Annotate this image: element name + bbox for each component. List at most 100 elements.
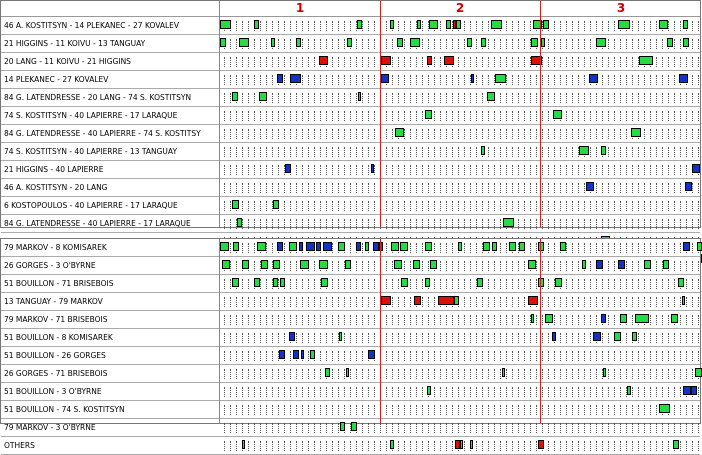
time-tick — [608, 165, 609, 175]
time-tick — [344, 333, 345, 343]
shift-block-green — [338, 242, 345, 251]
shift-block-green — [560, 242, 566, 251]
time-tick — [542, 297, 543, 307]
shift-block-blue — [290, 74, 301, 83]
time-tick — [356, 57, 357, 67]
time-tick — [650, 351, 651, 361]
time-tick — [374, 387, 375, 397]
time-tick — [578, 111, 579, 121]
time-tick — [500, 405, 501, 415]
time-tick — [368, 279, 369, 289]
time-tick — [686, 405, 687, 415]
time-tick — [440, 93, 441, 103]
shift-block-green — [697, 242, 702, 251]
time-tick — [638, 333, 639, 343]
time-tick — [392, 75, 393, 85]
shift-block-red — [453, 20, 456, 29]
time-tick — [242, 279, 243, 289]
time-tick — [506, 297, 507, 307]
time-tick — [392, 111, 393, 121]
shift-block-green — [254, 278, 260, 287]
time-tick — [566, 243, 567, 253]
time-tick — [572, 75, 573, 85]
time-tick — [404, 57, 405, 67]
time-tick — [368, 297, 369, 307]
shift-block-green — [413, 260, 420, 269]
time-tick — [386, 387, 387, 397]
time-tick — [338, 57, 339, 67]
time-tick — [344, 75, 345, 85]
time-tick — [692, 201, 693, 211]
time-tick — [284, 147, 285, 157]
time-tick — [518, 387, 519, 397]
time-tick — [662, 297, 663, 307]
time-tick — [272, 351, 273, 361]
time-tick — [608, 423, 609, 433]
line-row-label: 21 HIGGINS - 11 KOIVU - 13 TANGUAY — [4, 39, 146, 48]
time-tick — [494, 351, 495, 361]
time-tick — [596, 21, 597, 31]
shift-block-green — [502, 368, 505, 377]
time-tick — [374, 297, 375, 307]
time-tick — [392, 423, 393, 433]
time-tick — [680, 111, 681, 121]
time-tick — [590, 219, 591, 229]
time-tick — [332, 57, 333, 67]
time-tick — [350, 57, 351, 67]
time-tick — [404, 21, 405, 31]
time-tick — [266, 183, 267, 193]
time-tick — [656, 165, 657, 175]
time-tick — [686, 93, 687, 103]
time-tick — [518, 93, 519, 103]
time-tick — [266, 75, 267, 85]
time-tick — [392, 261, 393, 271]
time-tick — [452, 243, 453, 253]
time-tick — [464, 369, 465, 379]
time-tick — [620, 297, 621, 307]
time-tick — [260, 423, 261, 433]
time-tick — [440, 351, 441, 361]
time-tick — [494, 369, 495, 379]
time-tick — [452, 93, 453, 103]
time-tick — [698, 201, 699, 211]
time-tick — [266, 243, 267, 253]
time-tick — [350, 243, 351, 253]
time-tick — [344, 201, 345, 211]
time-tick — [542, 219, 543, 229]
shift-block-green — [259, 92, 267, 101]
time-tick — [428, 201, 429, 211]
time-tick — [332, 21, 333, 31]
time-tick — [614, 147, 615, 157]
time-tick — [524, 297, 525, 307]
time-tick — [362, 423, 363, 433]
time-tick — [470, 75, 471, 85]
time-tick — [470, 333, 471, 343]
line-row-label: 74 S. KOSTITSYN - 40 LAPIERRE - 17 LARAQ… — [4, 111, 178, 120]
time-tick — [290, 129, 291, 139]
time-tick — [638, 93, 639, 103]
time-tick — [308, 219, 309, 229]
time-tick — [470, 129, 471, 139]
time-tick — [260, 111, 261, 121]
time-tick — [230, 183, 231, 193]
line-row-label: 14 PLEKANEC - 27 KOVALEV — [4, 75, 109, 84]
time-tick — [404, 351, 405, 361]
time-tick — [356, 369, 357, 379]
shift-block-green — [446, 20, 451, 29]
time-tick — [404, 129, 405, 139]
time-tick — [698, 297, 699, 307]
time-tick — [500, 93, 501, 103]
time-tick — [560, 39, 561, 49]
time-tick — [416, 57, 417, 67]
time-tick — [608, 39, 609, 49]
time-tick — [308, 147, 309, 157]
line-row: 84 G. LATENDRESSE - 40 LAPIERRE - 74 S. … — [1, 125, 700, 143]
time-tick — [362, 21, 363, 31]
time-tick — [440, 279, 441, 289]
time-tick — [464, 39, 465, 49]
time-tick — [338, 201, 339, 211]
time-tick — [602, 243, 603, 253]
time-tick — [674, 369, 675, 379]
time-tick — [584, 75, 585, 85]
time-tick — [344, 297, 345, 307]
